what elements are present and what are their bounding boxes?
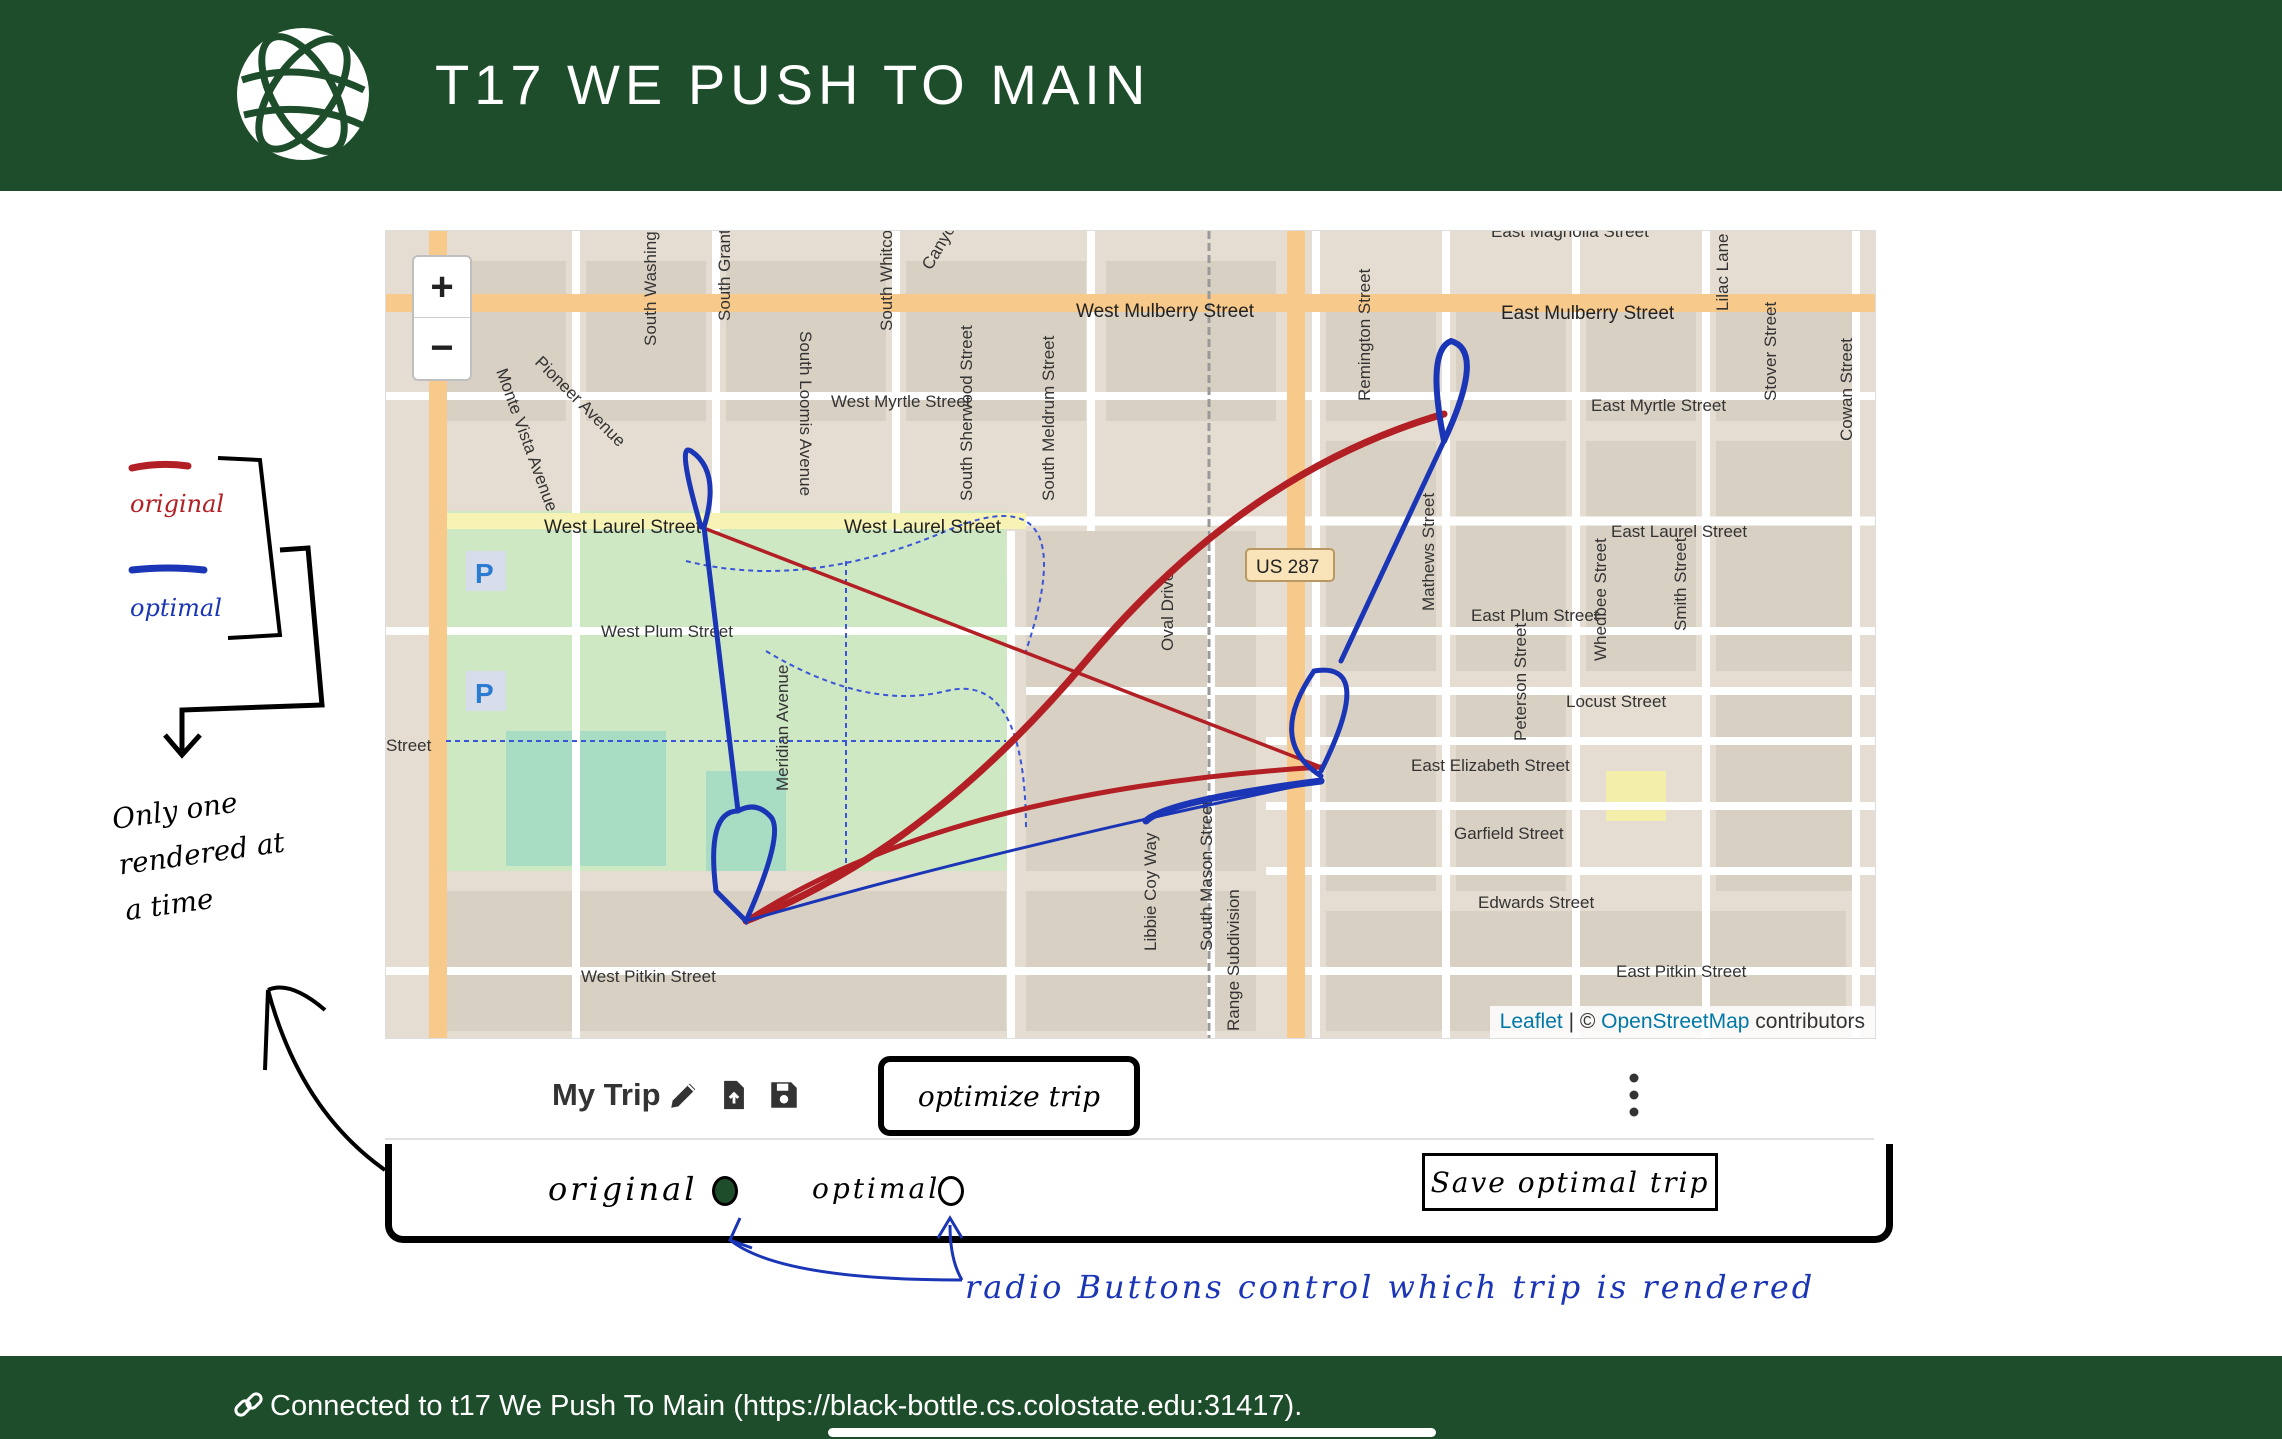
- label-peterson: Peterson Street: [1511, 623, 1530, 741]
- map-view[interactable]: P P US 287 West Mulberry Street East Mul…: [385, 230, 1876, 1039]
- label-stover: Stover Street: [1761, 302, 1780, 401]
- osm-link[interactable]: OpenStreetMap: [1601, 1010, 1750, 1033]
- label-edwards: Edwards Street: [1478, 893, 1594, 912]
- trip-title: My Trip: [552, 1077, 661, 1112]
- label-east-myrtle: East Myrtle Street: [1591, 396, 1726, 415]
- optimize-trip-button[interactable]: optimize trip: [878, 1056, 1140, 1136]
- file-upload-icon[interactable]: [717, 1078, 751, 1112]
- label-smith: Smith Street: [1671, 537, 1690, 631]
- label-east-plum: East Plum Street: [1471, 606, 1599, 625]
- label-south-meldrum: South Meldrum Street: [1039, 335, 1058, 501]
- toolbar-divider: [385, 1138, 1874, 1140]
- trip-toolbar: My Trip: [552, 1065, 801, 1125]
- kebab-menu-icon[interactable]: [1624, 1070, 1644, 1120]
- label-south-sherwood: South Sherwood Street: [957, 325, 976, 501]
- optimal-route: [682, 337, 1470, 926]
- leaflet-link[interactable]: Leaflet: [1499, 1010, 1563, 1033]
- label-south-grant: South Grant: [715, 231, 734, 321]
- label-mathews: Mathews Street: [1419, 493, 1438, 611]
- app-title: T17 WE PUSH TO MAIN: [435, 53, 1151, 116]
- label-east-magnolia: East Magnolia Street: [1491, 231, 1649, 241]
- attrib-sep: | ©: [1562, 1010, 1602, 1033]
- only-one-note: Only one rendered at a time: [109, 774, 294, 934]
- label-west-laurel-2: West Laurel Street: [844, 517, 1002, 538]
- label-west-myrtle: West Myrtle Street: [831, 392, 971, 411]
- trip-options-panel: [385, 1144, 1893, 1243]
- zoom-in-button[interactable]: +: [430, 264, 454, 309]
- label-street: Street: [386, 736, 432, 755]
- label-us287: US 287: [1256, 557, 1319, 578]
- label-south-loomis: South Loomis Avenue: [796, 331, 815, 496]
- label-south-whitco: South Whitco: [877, 231, 896, 331]
- label-remington: Remington Street: [1355, 268, 1374, 401]
- zoom-control: + −: [412, 255, 472, 381]
- original-radio-label: original: [548, 1170, 698, 1208]
- label-east-pitkin: East Pitkin Street: [1616, 962, 1747, 981]
- svg-text:P: P: [475, 678, 494, 709]
- label-west-plum: West Plum Street: [601, 622, 733, 641]
- label-east-mulberry: East Mulberry Street: [1501, 303, 1675, 324]
- connection-text: Connected to t17 We Push To Main (https:…: [270, 1390, 1303, 1422]
- app-footer: [0, 1356, 2282, 1439]
- link-icon: [234, 1392, 263, 1417]
- original-route: [699, 410, 1448, 925]
- optimal-radio-label: optimal: [812, 1172, 941, 1205]
- pencil-icon[interactable]: [667, 1078, 701, 1112]
- label-west-pitkin: West Pitkin Street: [581, 967, 716, 986]
- connection-status: Connected to t17 We Push To Main (https:…: [232, 1390, 1302, 1423]
- map-attribution: Leaflet | © OpenStreetMap contributors: [1489, 1006, 1875, 1038]
- map-tiles[interactable]: P P US 287 West Mulberry Street East Mul…: [386, 231, 1875, 1038]
- label-libbie-coy: Libbie Coy Way: [1141, 832, 1160, 951]
- label-west-mulberry: West Mulberry Street: [1076, 301, 1255, 322]
- save-optimal-trip-button[interactable]: Save optimal trip: [1422, 1153, 1718, 1211]
- optimal-radio[interactable]: [938, 1176, 964, 1206]
- label-whedbee: Whedbee Street: [1591, 538, 1610, 661]
- label-meridian: Meridian Avenue: [773, 665, 792, 791]
- legend-optimal-note: optimal: [130, 594, 222, 622]
- label-cowan: Cowan Street: [1837, 338, 1856, 441]
- label-south-washing: South Washing: [641, 231, 660, 346]
- attrib-tail: contributors: [1749, 1010, 1865, 1033]
- zoom-out-button[interactable]: −: [414, 317, 470, 378]
- app-header: [0, 0, 2282, 191]
- legend-original-note: original: [130, 490, 225, 518]
- label-garfield: Garfield Street: [1454, 824, 1564, 843]
- svg-text:P: P: [475, 558, 494, 589]
- floppy-disk-icon[interactable]: [767, 1078, 801, 1112]
- label-west-laurel-1: West Laurel Street: [544, 517, 702, 538]
- label-east-laurel: East Laurel Street: [1611, 522, 1747, 541]
- label-south-mason: South Mason Street: [1197, 800, 1216, 951]
- radio-buttons-note: radio Buttons control which trip is rend…: [965, 1268, 1816, 1306]
- label-range-sub: Range Subdivision: [1224, 889, 1243, 1031]
- original-radio[interactable]: [712, 1176, 738, 1206]
- label-locust: Locust Street: [1566, 692, 1666, 711]
- globe-icon: [237, 28, 369, 160]
- label-oval: Oval Drive: [1158, 572, 1177, 651]
- home-indicator: [828, 1428, 1436, 1437]
- label-east-elizabeth: East Elizabeth Street: [1411, 756, 1570, 775]
- label-lilac: Lilac Lane: [1713, 233, 1732, 311]
